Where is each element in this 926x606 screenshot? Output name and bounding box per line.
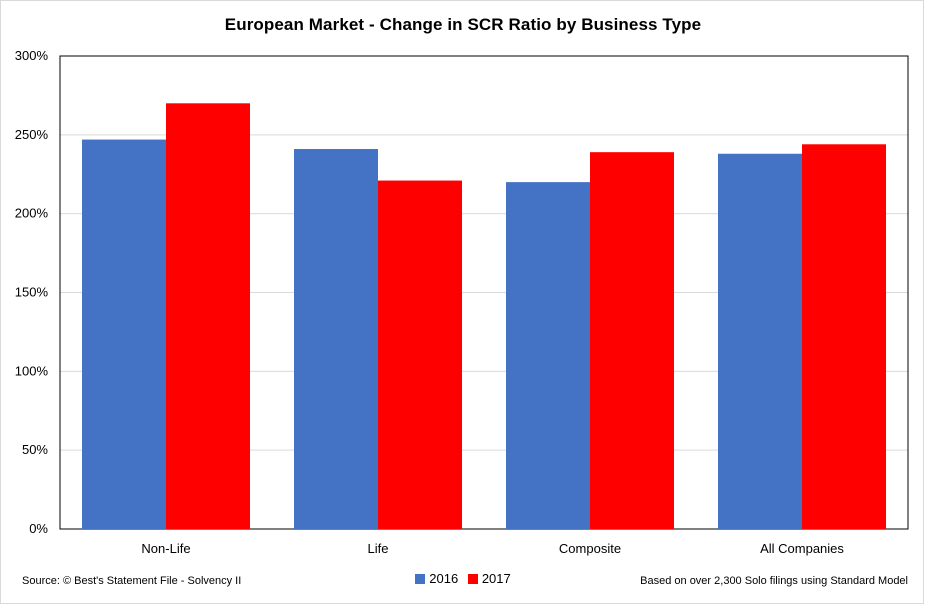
plot-area bbox=[59, 55, 909, 530]
y-tick-label: 250% bbox=[15, 127, 49, 142]
x-category-label: Non-Life bbox=[141, 541, 190, 556]
bar-2016-life bbox=[294, 149, 378, 530]
legend-item-2017: 2017 bbox=[467, 571, 511, 586]
y-tick-label: 200% bbox=[15, 206, 49, 221]
bar-2017-composite bbox=[590, 152, 674, 529]
x-category-label: All Companies bbox=[760, 541, 844, 556]
legend-label-2016: 2016 bbox=[429, 571, 459, 586]
bar-2016-all-companies bbox=[718, 153, 802, 529]
bar-2017-life bbox=[378, 180, 462, 529]
legend-swatch-2017 bbox=[467, 573, 478, 584]
bar-2016-non-life bbox=[82, 139, 166, 529]
y-tick-label: 50% bbox=[22, 442, 48, 457]
y-tick-label: 100% bbox=[15, 363, 49, 378]
chart-title: European Market - Change in SCR Ratio by… bbox=[224, 15, 702, 34]
y-tick-label: 150% bbox=[15, 285, 49, 300]
bar-2017-non-life bbox=[166, 103, 250, 530]
y-tick-label: 300% bbox=[15, 48, 49, 63]
bar-2016-composite bbox=[506, 182, 590, 529]
bar-2017-all-companies bbox=[802, 144, 886, 529]
legend: 2016 2017 bbox=[0, 571, 926, 587]
legend-item-2016: 2016 bbox=[415, 571, 458, 586]
filings-note: Based on over 2,300 Solo filings using S… bbox=[640, 575, 908, 587]
source-note: Source: © Best's Statement File - Solven… bbox=[22, 575, 242, 587]
legend-swatch-2016 bbox=[415, 573, 426, 584]
x-category-label: Life bbox=[368, 541, 389, 556]
x-category-label: Composite bbox=[559, 541, 621, 556]
y-tick-label: 0% bbox=[29, 521, 48, 536]
legend-label-2017: 2017 bbox=[481, 571, 511, 586]
